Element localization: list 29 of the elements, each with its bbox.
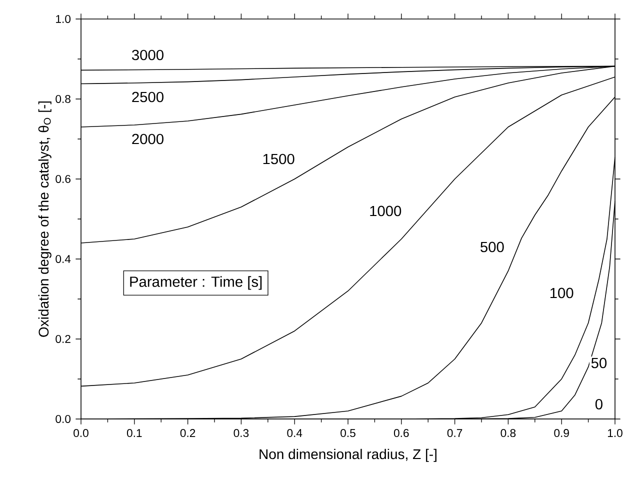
x-tick-label: 0.8: [500, 429, 516, 438]
y-tick-label: 0.6: [56, 174, 70, 183]
x-tick-label: 0.2: [180, 429, 196, 438]
annotation: 100: [550, 288, 574, 298]
annotation: 0: [595, 399, 602, 410]
x-tick-label: 0.3: [234, 429, 249, 438]
x-tick-label: 0.0: [74, 429, 88, 438]
y-tick-label: 0.2: [56, 334, 70, 343]
annotation: 500: [480, 242, 504, 252]
x-tick-label: 0.7: [447, 429, 462, 438]
y-tick-label: 0.0: [56, 414, 71, 423]
x-tick-label: 0.1: [126, 429, 142, 438]
annotation: 1500: [263, 154, 294, 164]
x-axis-title: Non dimensional radius, Z [-]: [260, 448, 436, 462]
y-tick-label: 0.4: [56, 254, 71, 263]
x-tick-label: 1.0: [608, 429, 622, 438]
y-tick-label: 0.8: [56, 94, 70, 103]
x-tick-label: 0.5: [340, 429, 356, 438]
annotation: Parameter : Time [s]: [130, 276, 262, 290]
x-tick-label: 0.4: [287, 429, 302, 438]
annotation: 2000: [132, 134, 164, 144]
annotation: 2500: [132, 92, 164, 102]
annotation: 50: [591, 358, 607, 368]
x-tick-label: 0.9: [554, 429, 569, 438]
x-tick-label: 0.6: [394, 429, 409, 438]
annotation: 1000: [370, 206, 402, 216]
y-tick-label: 1.0: [56, 14, 71, 23]
y-axis-title: Oxidation degree of the catalyst, θ$_{O}$ [-]: [38, 101, 52, 337]
annotation: 3000: [132, 50, 164, 60]
